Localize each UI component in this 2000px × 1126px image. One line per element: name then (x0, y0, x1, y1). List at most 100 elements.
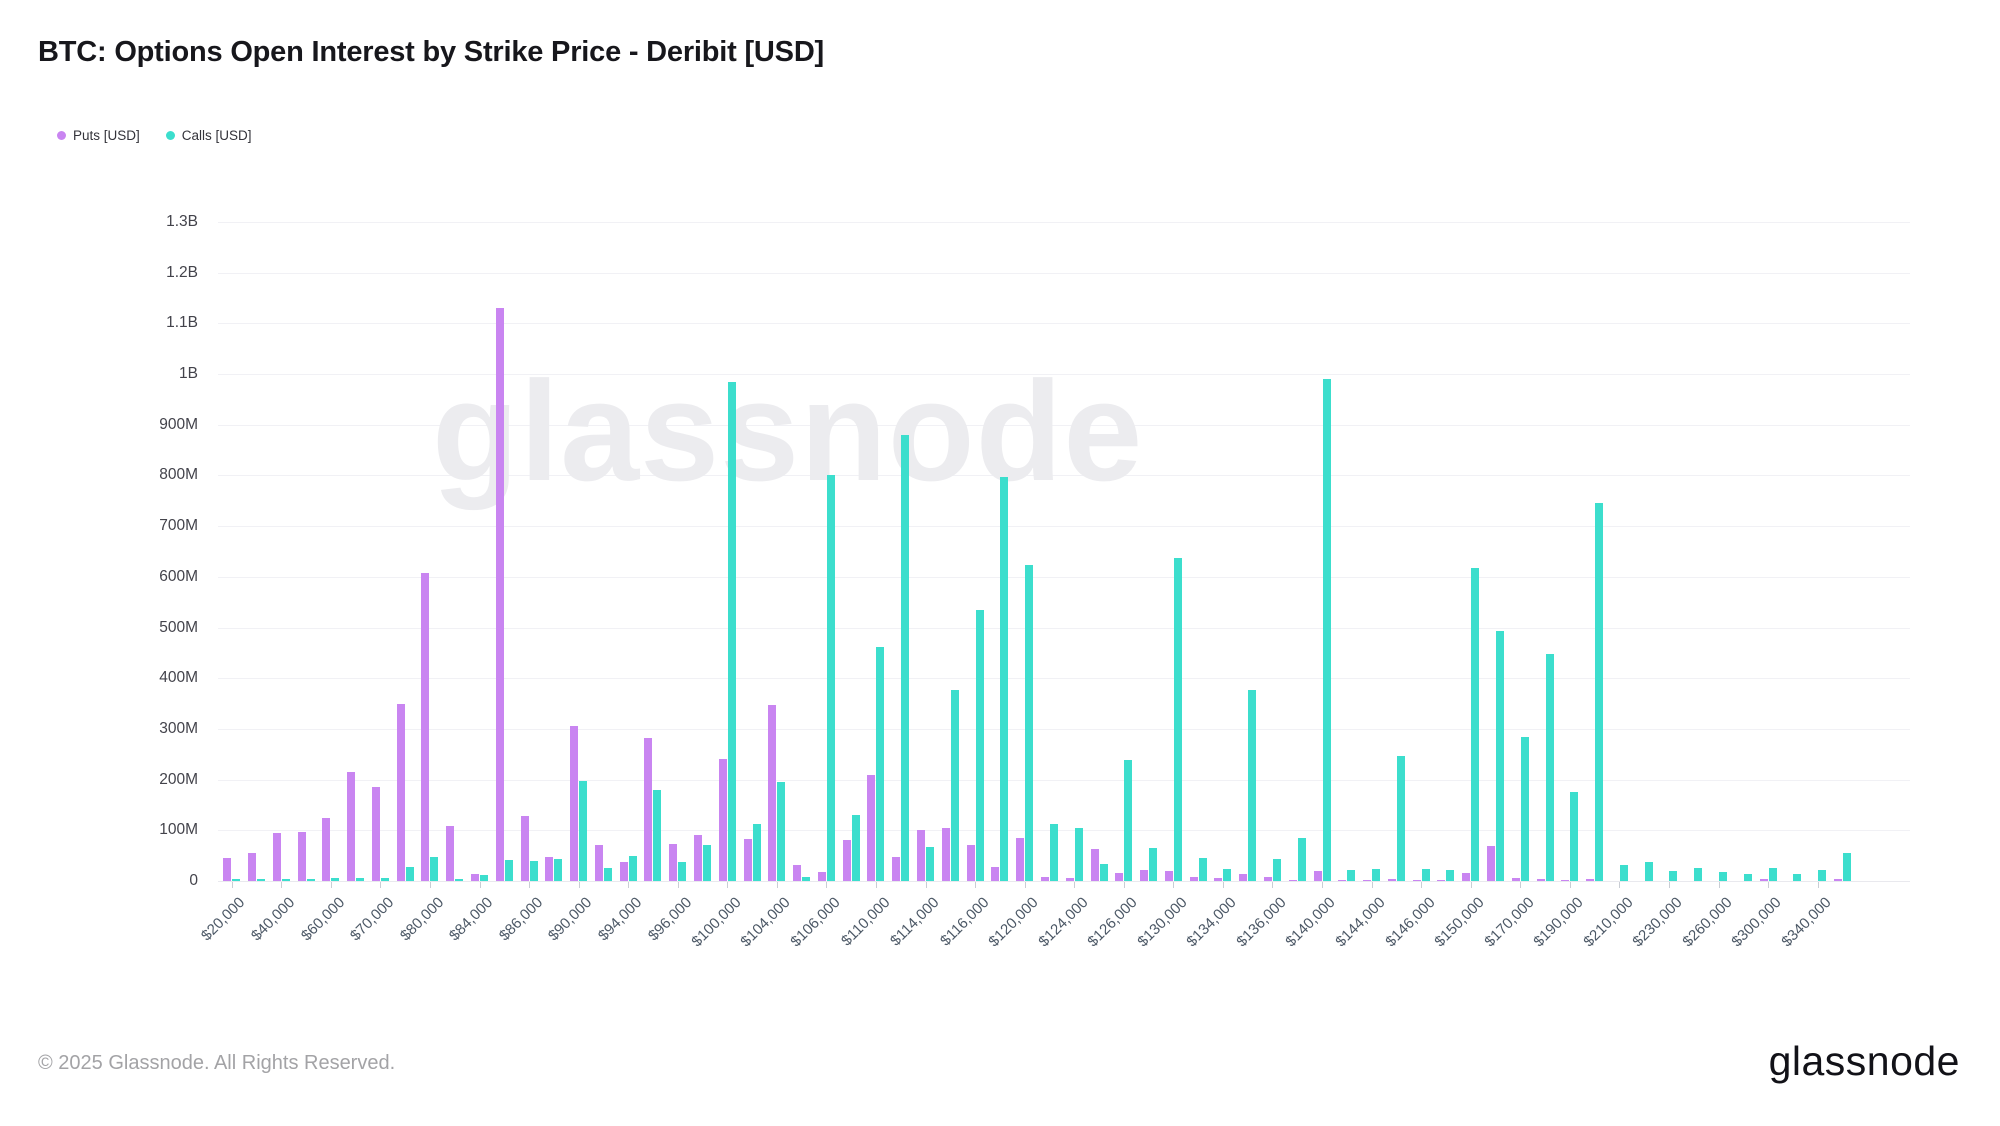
put-bar-$108,000[interactable] (842, 840, 851, 881)
call-bar-$70,000[interactable] (380, 877, 389, 881)
call-bar-$30,000[interactable] (256, 878, 265, 881)
put-bar-$360,000[interactable] (1833, 879, 1842, 881)
call-bar-$115,000[interactable] (950, 689, 959, 881)
put-bar-$148,000[interactable] (1437, 880, 1446, 881)
put-bar-$75,000[interactable] (396, 703, 405, 881)
call-bar-$118,000[interactable] (1000, 476, 1009, 881)
put-bar-$65,000[interactable] (347, 772, 356, 881)
call-bar-$132,000[interactable] (1198, 857, 1207, 881)
put-bar-$300,000[interactable] (1759, 879, 1768, 881)
put-bar-$106,000[interactable] (817, 871, 826, 881)
put-bar-$136,000[interactable] (1263, 877, 1272, 881)
put-bar-$98,000[interactable] (694, 834, 703, 881)
put-bar-$140,000[interactable] (1313, 870, 1322, 881)
put-bar-$104,000[interactable] (768, 704, 777, 881)
put-bar-$120,000[interactable] (1016, 838, 1025, 881)
call-bar-$220,000[interactable] (1644, 861, 1653, 881)
call-bar-$65,000[interactable] (356, 878, 365, 881)
call-bar-$148,000[interactable] (1446, 870, 1455, 881)
call-bar-$130,000[interactable] (1173, 558, 1182, 881)
call-bar-$145,000[interactable] (1396, 755, 1405, 881)
put-bar-$60,000[interactable] (322, 817, 331, 881)
put-bar-$30,000[interactable] (247, 853, 256, 881)
put-bar-$134,000[interactable] (1214, 878, 1223, 881)
call-bar-$200,000[interactable] (1595, 503, 1604, 881)
call-bar-$124,000[interactable] (1074, 828, 1083, 881)
put-bar-$130,000[interactable] (1164, 871, 1173, 881)
put-bar-$122,000[interactable] (1040, 876, 1049, 881)
legend-item-calls[interactable]: Calls [USD] (165, 128, 252, 143)
put-bar-$145,000[interactable] (1387, 878, 1396, 881)
put-bar-$20,000[interactable] (223, 858, 232, 881)
call-bar-$135,000[interactable] (1248, 689, 1257, 881)
call-bar-$170,000[interactable] (1520, 737, 1529, 881)
put-bar-$125,000[interactable] (1090, 848, 1099, 881)
put-bar-$110,000[interactable] (867, 774, 876, 881)
call-bar-$320,000[interactable] (1793, 873, 1802, 881)
call-bar-$106,000[interactable] (826, 475, 835, 881)
call-bar-$144,000[interactable] (1372, 869, 1381, 881)
call-bar-$360,000[interactable] (1842, 852, 1851, 881)
call-bar-$85,000[interactable] (504, 859, 513, 881)
put-bar-$200,000[interactable] (1586, 878, 1595, 881)
put-bar-$116,000[interactable] (966, 844, 975, 881)
call-bar-$300,000[interactable] (1768, 867, 1777, 881)
put-bar-$126,000[interactable] (1115, 873, 1124, 881)
call-bar-$105,000[interactable] (802, 876, 811, 881)
call-bar-$180,000[interactable] (1545, 654, 1554, 881)
put-bar-$135,000[interactable] (1239, 873, 1248, 881)
put-bar-$92,000[interactable] (594, 844, 603, 881)
put-bar-$105,000[interactable] (793, 864, 802, 881)
put-bar-$90,000[interactable] (570, 726, 579, 881)
call-bar-$90,000[interactable] (579, 781, 588, 881)
call-bar-$136,000[interactable] (1272, 858, 1281, 881)
call-bar-$230,000[interactable] (1669, 870, 1678, 881)
put-bar-$86,000[interactable] (520, 816, 529, 881)
call-bar-$210,000[interactable] (1619, 864, 1628, 881)
call-bar-$84,000[interactable] (480, 875, 488, 881)
call-bar-$126,000[interactable] (1124, 760, 1133, 881)
put-bar-$115,000[interactable] (941, 827, 950, 881)
call-bar-$95,000[interactable] (653, 789, 662, 881)
put-bar-$118,000[interactable] (991, 867, 1000, 881)
put-bar-$94,000[interactable] (619, 861, 628, 881)
put-bar-$124,000[interactable] (1065, 877, 1074, 881)
put-bar-$160,000[interactable] (1486, 845, 1495, 881)
put-bar-$150,000[interactable] (1462, 872, 1471, 881)
put-bar-$82,000[interactable] (446, 826, 455, 881)
put-bar-$70,000[interactable] (371, 787, 380, 881)
call-bar-$75,000[interactable] (405, 866, 414, 881)
put-bar-$96,000[interactable] (669, 844, 678, 881)
call-bar-$98,000[interactable] (703, 844, 712, 881)
call-bar-$260,000[interactable] (1719, 871, 1727, 881)
put-bar-$80,000[interactable] (421, 572, 430, 881)
call-bar-$80,000[interactable] (430, 856, 439, 881)
put-bar-$180,000[interactable] (1536, 878, 1545, 881)
call-bar-$142,000[interactable] (1347, 870, 1356, 881)
call-bar-$104,000[interactable] (777, 782, 786, 881)
put-bar-$50,000[interactable] (297, 832, 306, 881)
call-bar-$108,000[interactable] (851, 815, 860, 881)
call-bar-$92,000[interactable] (603, 868, 612, 881)
call-bar-$340,000[interactable] (1818, 870, 1827, 881)
put-bar-$100,000[interactable] (718, 759, 727, 881)
call-bar-$122,000[interactable] (1049, 824, 1058, 881)
call-bar-$280,000[interactable] (1743, 873, 1752, 881)
call-bar-$60,000[interactable] (331, 878, 340, 881)
call-bar-$100,000[interactable] (727, 381, 736, 881)
call-bar-$125,000[interactable] (1099, 864, 1108, 881)
call-bar-$240,000[interactable] (1694, 867, 1703, 881)
put-bar-$102,000[interactable] (743, 838, 752, 881)
call-bar-$96,000[interactable] (678, 862, 687, 881)
call-bar-$86,000[interactable] (529, 860, 538, 881)
call-bar-$20,000[interactable] (232, 878, 241, 881)
call-bar-$146,000[interactable] (1421, 869, 1430, 881)
put-bar-$84,000[interactable] (471, 874, 479, 881)
call-bar-$190,000[interactable] (1570, 791, 1579, 881)
call-bar-$160,000[interactable] (1495, 631, 1504, 881)
put-bar-$142,000[interactable] (1338, 880, 1347, 881)
put-bar-$114,000[interactable] (917, 830, 926, 881)
put-bar-$190,000[interactable] (1561, 880, 1570, 881)
call-bar-$112,000[interactable] (901, 434, 910, 881)
call-bar-$88,000[interactable] (554, 858, 563, 881)
